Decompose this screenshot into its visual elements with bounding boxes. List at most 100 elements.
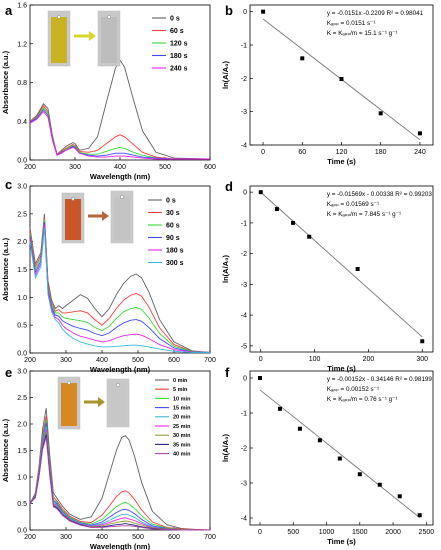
data-point [337,456,342,461]
data-point [277,406,282,411]
x-axis-label: Time (s) [327,364,356,373]
vial-after-cap [120,195,124,199]
x-tick-label: 1500 [352,529,368,536]
y-tick-label: 3.0 [17,184,27,191]
series-line [29,224,211,353]
x-tick-label: 1000 [319,529,335,536]
y-axis-label: ln(A/A₀) [221,255,230,283]
y-tick-label: -1 [241,411,247,418]
legend-label: 0 s [170,15,180,22]
data-point [417,513,422,518]
legend-label: 30 s [166,210,180,217]
series-line [29,106,210,160]
vial-after-cap [107,15,111,19]
y-tick-label: -1 [241,220,247,227]
y-tick-label: -2 [241,446,247,453]
x-tick-label: 240 [414,149,426,156]
panel-letter-f: f [225,365,230,380]
vial-after-liquid [110,385,126,424]
y-tick-label: -2 [241,76,247,83]
x-tick-label: 300 [60,357,72,364]
vial-before-cap [71,197,75,201]
x-tick-label: 100 [309,356,321,363]
series-line [29,416,211,531]
fit-annotation: K = Kₐₚₚ/m = 7.845 s⁻¹ g⁻¹ [327,211,401,218]
panel-letter-d: d [225,179,233,194]
panel-letter-b: b [225,3,233,18]
y-axis-label: Absorbance (a.u.) [1,418,10,482]
y-tick-label: -4 [241,516,247,523]
legend-label: 180 s [166,247,184,254]
y-tick-label: 0.8 [17,80,27,87]
data-point [420,339,425,344]
series-line [29,419,210,531]
y-axis-label: ln(A/A₀) [221,61,230,89]
legend-label: 60 s [166,222,180,229]
x-tick-label: 300 [69,164,81,171]
series-line [29,437,210,531]
legend-label: 25 min [173,424,191,430]
series-line [29,110,210,160]
fit-annotation: Kₐₚₚ = 0.0151 s⁻¹ [327,20,376,27]
data-point [261,9,266,14]
y-tick-label: 0.0 [17,158,27,165]
y-tick-label: 0 [243,190,247,197]
y-tick-label: 1.2 [17,41,27,48]
y-tick-label: -5 [241,343,247,350]
legend-label: 90 s [166,235,180,242]
y-tick-label: 1.0 [17,295,27,302]
y-tick-label: 1.6 [17,3,27,10]
data-point [307,234,312,239]
y-tick-label: -3 [241,282,247,289]
data-point [339,77,344,81]
series-line [29,105,210,160]
x-tick-label: 700 [204,357,216,364]
fit-line [260,191,423,338]
legend-label: 40 min [173,452,191,458]
legend-label: 0 s [166,197,176,204]
plot-frame [249,370,434,526]
y-tick-label: 0.5 [17,323,27,330]
fit-annotation: K = Kₐₚₚ/m = 15.1 s⁻¹ g⁻¹ [327,30,398,37]
legend-label: 300 s [166,260,184,267]
data-point [397,494,402,499]
vial-before-liquid [65,199,81,240]
y-tick-label: 3.0 [17,369,27,376]
x-tick-label: 2500 [419,529,435,536]
legend-label: 30 min [173,433,191,439]
y-tick-label: 0.4 [17,119,27,126]
legend: 0 s 30 s 60 s 90 s 180 s 300 s [148,197,184,267]
data-point [417,131,422,136]
y-tick-label: 1.5 [17,448,27,455]
x-tick-label: 600 [168,534,180,541]
x-tick-label: 200 [24,534,36,541]
data-point [355,267,360,271]
vial-after-cap [116,383,120,387]
y-tick-label: 2.5 [17,395,27,402]
data-point [274,207,279,212]
x-tick-label: 0 [258,529,262,536]
x-tick-label: 500 [287,529,299,536]
fit-annotation: y = -0.01569x - 0.00338 R² = 0.99203 [327,191,433,198]
x-axis-label: Time (s) [327,157,356,166]
color-change-arrow-head [102,211,109,221]
x-tick-label: 500 [132,357,144,364]
series-line [29,431,210,531]
series-line [29,59,211,160]
data-point [297,426,302,431]
y-tick-label: 0 [243,9,247,16]
legend-label: 0 min [173,378,188,384]
legend-label: 180 s [170,53,188,60]
y-tick-label: 0.0 [17,351,27,358]
x-tick-label: 500 [132,534,144,541]
panel-b: 0 60 120 180 240 0 -1 -2 -3 -4 Time (s) ln(A/A₀) y =… [221,3,434,166]
legend: 0 s 60 s 120 s 180 s 240 s [152,15,188,72]
vial-after-liquid [114,197,130,240]
fit-annotation: Kₐₚₚ = 0.01569 s⁻¹ [327,201,379,208]
series-line [29,108,210,160]
x-tick-label: 500 [159,164,171,171]
legend-label: 20 min [173,415,191,421]
x-tick-label: 2000 [385,529,401,536]
legend: 0 min 5 min 10 min 15 min 20 min 25 min 30 min… [155,378,191,458]
